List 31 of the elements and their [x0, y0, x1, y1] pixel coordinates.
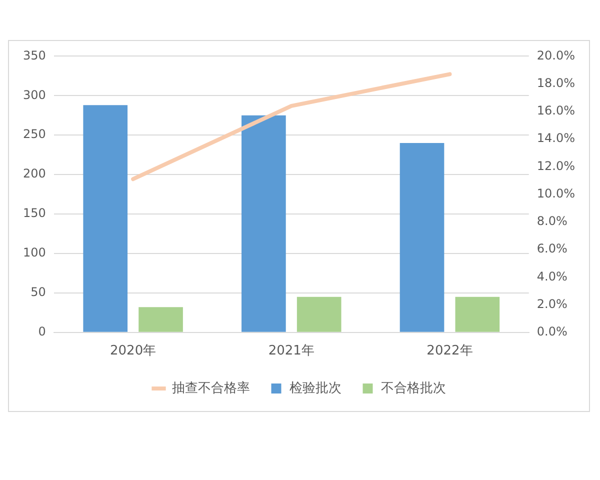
y-tick-label: 350 [23, 48, 46, 62]
y2-tick-label: 14.0% [536, 131, 576, 146]
y-tick-label: 250 [23, 127, 46, 142]
x-tick-label: 2020年 [110, 344, 156, 359]
y2-tick-label: 6.0% [536, 242, 568, 256]
y2-tick-label: 10.0% [536, 186, 576, 200]
y-tick-label: 50 [30, 285, 46, 300]
bar [138, 307, 183, 332]
y2-tick-label: 8.0% [536, 214, 568, 228]
y2-tick-label: 18.0% [536, 76, 576, 90]
bar [296, 296, 342, 332]
y2-tick-label: 20.0% [536, 48, 576, 62]
y-tick-label: 0 [38, 324, 46, 339]
y2-tick-label: 12.0% [536, 158, 576, 173]
legend-label: 检验批次 [289, 380, 342, 396]
bar [83, 105, 128, 332]
y-tick-label: 150 [23, 206, 46, 220]
y-tick-label: 200 [23, 166, 46, 181]
legend-label: 抽查不合格率 [172, 380, 250, 396]
y2-tick-label: 0.0% [536, 324, 568, 339]
y2-tick-label: 2.0% [536, 296, 568, 311]
y2-tick-label: 4.0% [536, 269, 568, 284]
bar [455, 296, 500, 332]
legend-label: 不合格批次 [380, 380, 446, 396]
y-tick-label: 300 [23, 88, 46, 102]
bar [400, 143, 444, 332]
x-tick-label: 2022年 [426, 344, 473, 359]
y2-tick-label: 16.0% [536, 104, 576, 118]
y-tick-label: 100 [23, 246, 46, 260]
bar [242, 115, 286, 332]
x-tick-label: 2021年 [268, 344, 314, 359]
